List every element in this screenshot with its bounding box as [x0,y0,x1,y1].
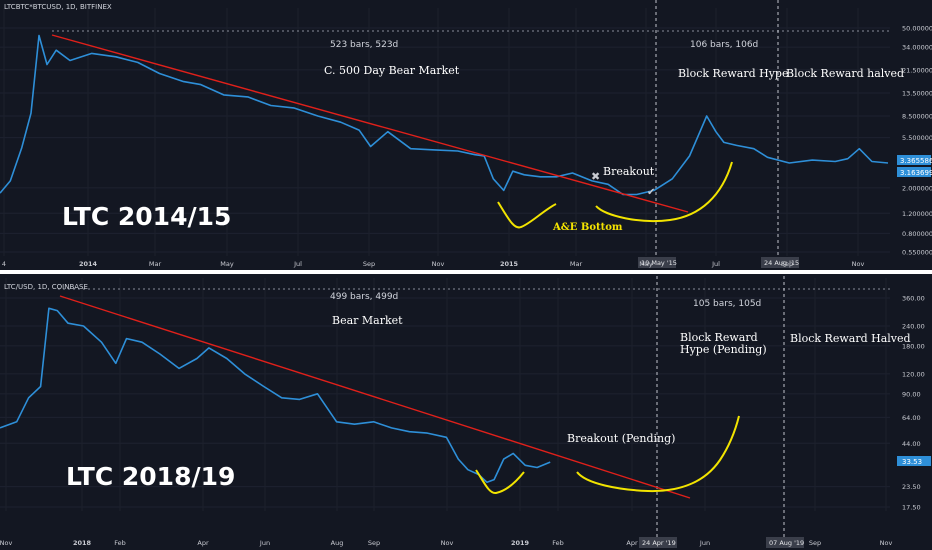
bottom-symbol-label: LTC/USD, 1D, COINBASE [4,283,88,291]
top-price-tag-2: 3.163699 [900,169,932,177]
top-chart-title: LTC 2014/15 [62,202,232,231]
x-tick-label: Sep [363,260,375,268]
top-x-marker-2-bg [761,257,799,268]
breakout-check-icon: ✔ [647,187,655,198]
top-x-marker-1: 10 May '15 [641,259,677,267]
bottom-measure-label-2: 105 bars, 105d [693,299,762,309]
x-tick-label: 4 [2,260,6,268]
y-tick-label: 180.00 [902,342,925,350]
bottom-panel-grid [0,278,890,511]
y-tick-label: 0.550000 [902,249,932,257]
x-tick-label: Sep [368,539,380,547]
x-tick-label: Sep [781,260,793,268]
bottom-x-marker-1: 24 Apr '19 [642,539,676,547]
x-tick-label: Jun [699,539,710,547]
x-tick-label: Nov [880,539,893,547]
bottom-annotation-halved: Block Reward Halved [790,332,911,345]
bottom-curve-right [576,415,740,493]
bottom-x-axis: Nov 2018 Feb Apr Jun Aug Sep Nov 2019 Feb Apr Jun Se… [0,539,892,547]
bottom-price-tag: 33.53 [902,458,922,466]
x-tick-label: Apr [626,539,638,547]
bottom-x-marker-1-bg [639,537,677,548]
x-tick-label: May [220,260,234,268]
x-tick-label: Nov [0,539,12,547]
top-trend-line [51,34,689,213]
y-tick-label: 0.800000 [902,230,932,238]
top-measure-label-1: 523 bars, 523d [330,40,399,50]
x-tick-label: Nov [441,539,454,547]
top-x-axis: 4 2014 Mar May Jul Sep Nov 2015 Mar May Jul Sep Nov [2,260,865,268]
x-tick-label: Sep [809,539,821,547]
y-tick-label: 240.00 [902,323,925,331]
x-tick-label: Feb [552,539,564,547]
top-price-tag-2-bg [897,167,931,177]
x-tick-label: Nov [432,260,445,268]
top-measure-label-2: 106 bars, 106d [690,40,759,50]
x-tick-label: Nov [852,260,865,268]
top-annotation-breakout: Breakout [603,165,655,178]
top-annotation-halved: Block Reward halved [786,67,905,80]
y-tick-label: 120.00 [902,370,925,378]
y-tick-label: 5.500000 [902,134,932,142]
top-panel-grid [0,8,890,256]
panel-divider [0,270,932,274]
y-tick-label: 90.00 [902,390,921,398]
breakout-x-icon: ✖ [591,170,600,183]
bottom-annotation-hype: Block Reward Hype (Pending) [680,331,767,356]
y-tick-label: 8.500000 [902,113,932,121]
x-tick-label: Mar [570,260,583,268]
top-price-line [0,34,889,196]
x-tick-label: 2019 [511,539,530,547]
top-x-marker-2: 24 Aug '15 [764,259,799,267]
bottom-y-axis: 360.00 240.00 180.00 120.00 90.00 64.00 44.00 2… [902,295,925,512]
x-tick-label: Feb [114,539,126,547]
y-tick-label: 44.00 [902,440,921,448]
top-annotation-hype: Block Reward Hype [678,67,789,80]
bottom-annotation-bear: Bear Market [332,314,403,327]
x-tick-label: Jun [259,539,270,547]
bottom-x-marker-2-bg [766,537,804,548]
y-tick-label: 360.00 [902,295,925,303]
top-symbol-label: LTCBTC*BTCUSD, 1D, BITFINEX [4,3,112,11]
x-tick-label: 2018 [73,539,92,547]
y-tick-label: 13.500000 [902,90,932,98]
y-tick-label: 64.00 [902,414,921,422]
x-tick-label: Mar [149,260,162,268]
y-tick-label: 23.50 [902,483,921,491]
bottom-price-line [0,307,551,484]
bottom-chart-title: LTC 2018/19 [66,462,236,491]
y-tick-label: 50.000000 [902,25,932,33]
bottom-price-tag-bg [897,456,931,466]
y-tick-label: 17.50 [902,504,921,512]
x-tick-label: 2015 [500,260,519,268]
x-tick-label: May [639,260,653,268]
top-y-axis: 50.000000 34.000000 21.500000 13.500000 8.50… [902,25,932,257]
top-price-tag-1-bg [897,155,931,165]
top-annotation-bear: C. 500 Day Bear Market [324,64,460,77]
bottom-measure-label-1: 499 bars, 499d [330,292,399,302]
bottom-x-marker-2: 07 Aug '19 [769,539,804,547]
top-ae-curve-right [595,161,733,222]
y-tick-label: 2.000000 [902,184,932,192]
bottom-trend-line [59,295,691,499]
bottom-curve-left [475,469,525,494]
x-tick-label: Apr [197,539,209,547]
top-price-tag-1: 3.365586 [900,157,932,165]
x-tick-label: Aug [331,539,344,547]
x-tick-label: 2014 [79,260,98,268]
y-tick-label: 1.200000 [902,210,932,218]
top-ae-bottom-label: A&E Bottom [553,222,623,233]
top-x-marker-1-bg [638,257,676,268]
x-tick-label: Jul [293,260,302,268]
y-tick-label: 34.000000 [902,44,932,52]
top-ae-curve-left [497,201,557,229]
bottom-annotation-breakout: Breakout (Pending) [567,432,676,445]
y-tick-label: 21.500000 [902,66,932,74]
x-tick-label: Jul [711,260,720,268]
